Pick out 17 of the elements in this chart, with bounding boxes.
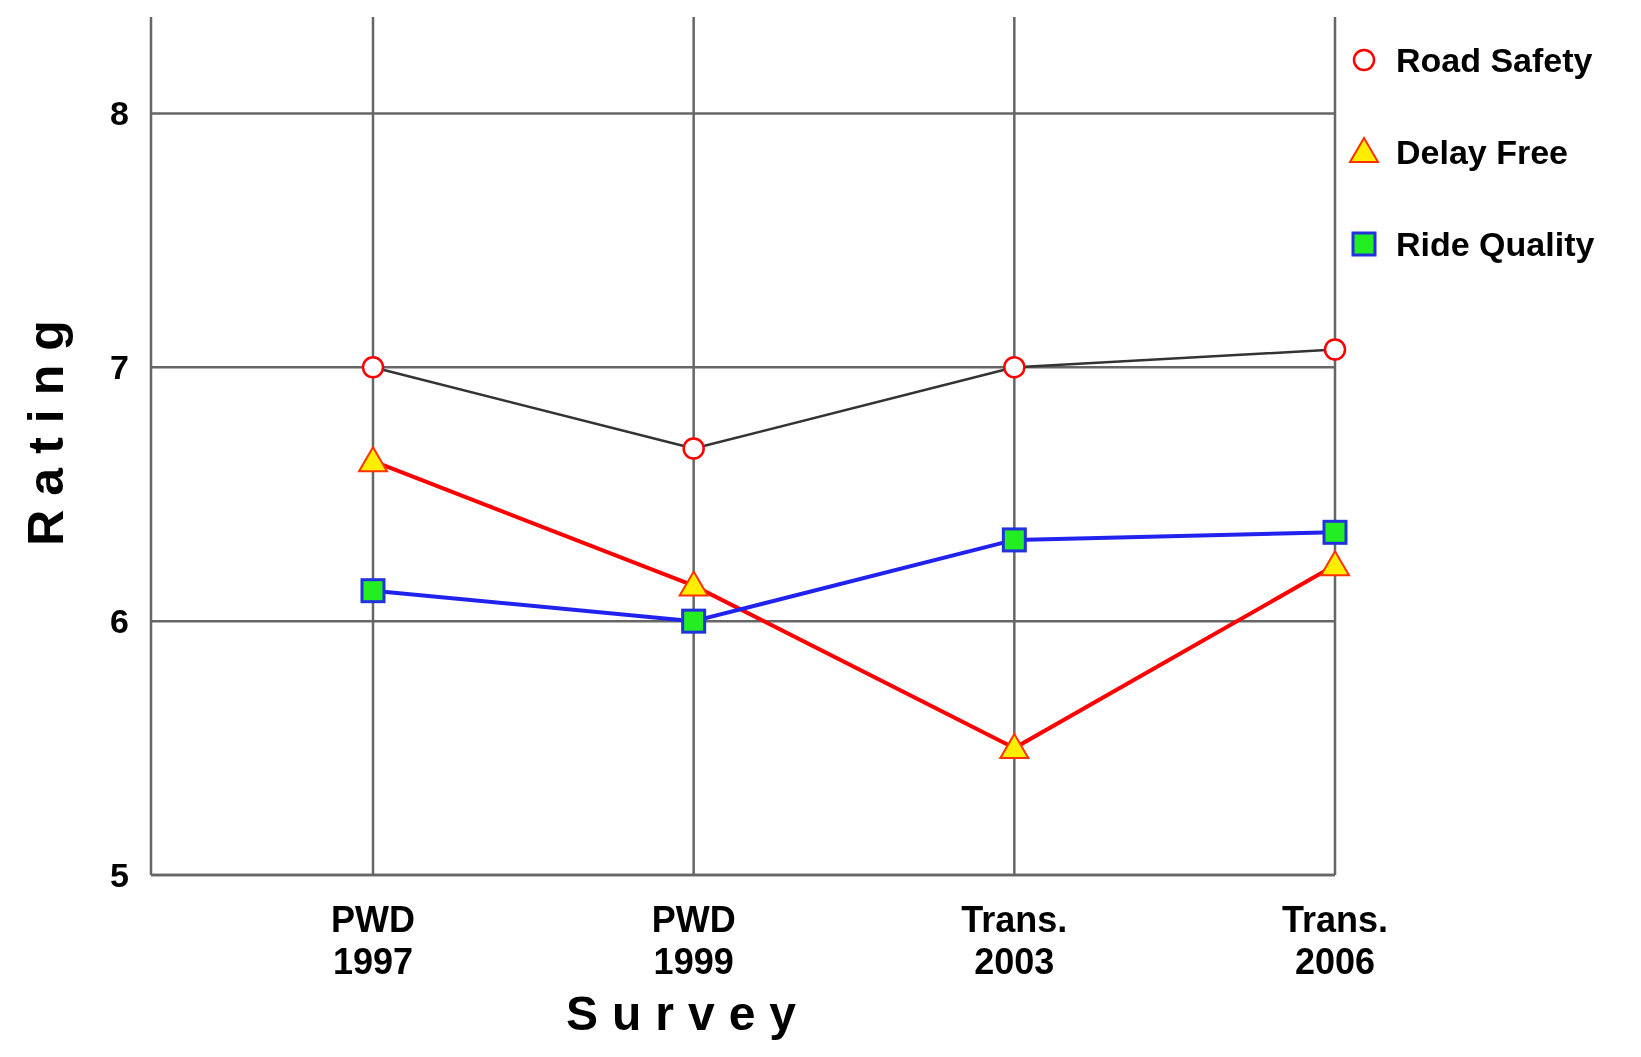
point [1001,527,1027,553]
x-tick-label: Trans. 2006 [1281,899,1389,982]
x-tick-label: Trans. 2003 [961,899,1068,982]
x-tick-label: PWD 1997 [331,899,415,982]
y-tick-label: 7 [110,348,129,387]
point [360,578,386,604]
y-tick-label: 6 [110,602,129,641]
point [1322,519,1348,545]
legend-label: Delay Free [1396,132,1568,171]
y-tick-label: 5 [110,855,129,894]
x-tick-label: PWD 1999 [651,899,736,982]
y-axis-title: Rating [18,306,74,546]
y-tick-label: 8 [110,94,129,133]
legend-label: Road Safety [1396,40,1593,79]
x-axis-title: Survey [565,987,811,1040]
point [681,608,707,634]
legend-label: Ride Quality [1396,224,1595,263]
